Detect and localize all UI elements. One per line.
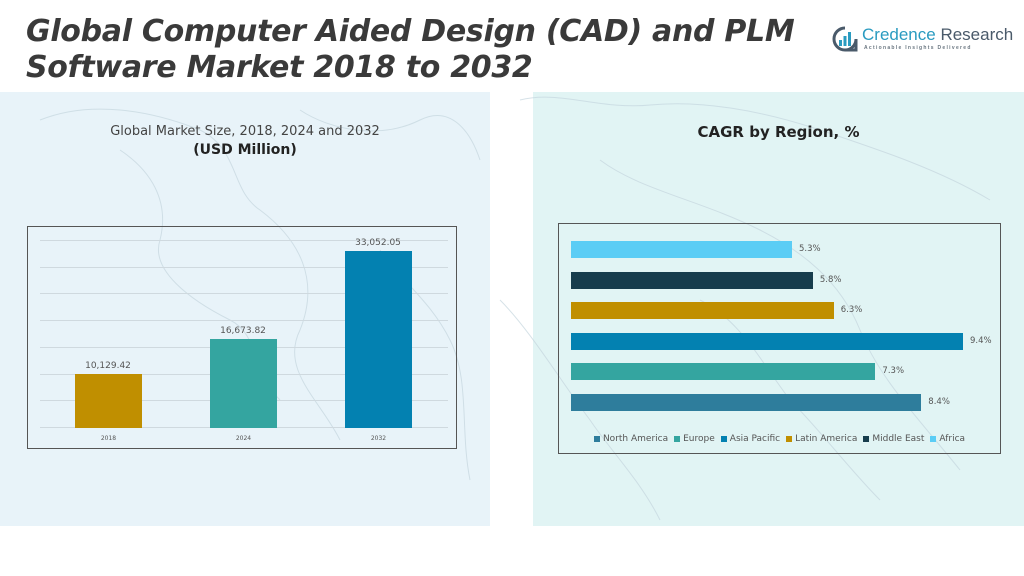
legend-swatch-icon [593, 435, 600, 442]
legend-item: North America [593, 434, 669, 444]
bar-value-label: 8.4% [928, 396, 950, 407]
bar-2032 [345, 251, 412, 428]
legend-item: Middle East [863, 434, 924, 444]
legend-label: Asia Pacific [729, 434, 781, 444]
bar-chart-in-circle-icon [832, 26, 858, 52]
legend-item: Asia Pacific [720, 434, 781, 444]
title-line-2: Software Market 2018 to 2032 [26, 50, 533, 85]
bar-value-label: 6.3% [840, 305, 863, 315]
x-axis-tick-label: 2018 [100, 435, 117, 442]
legend-label: Middle East [872, 434, 925, 444]
bar-value-label: 33,052.05 [355, 238, 401, 249]
bar-value-label: 5.3% [799, 244, 821, 254]
legend-swatch-icon [674, 435, 681, 442]
bar-africa [571, 241, 793, 258]
cagr-chart-title: CAGR by Region, % [697, 123, 860, 141]
chart-legend: North America Europe Asia Pacific Latin Ame… [559, 434, 1000, 444]
cagr-by-region-bar-chart: 5.3% 5.8% 6.3% 9.4% 7.3% 8.4% North America Eur… [558, 223, 1001, 454]
bar-value-label: 5.8% [819, 274, 842, 285]
legend-swatch-icon [930, 435, 937, 442]
legend-label: North America [602, 434, 669, 444]
market-size-subtitle: Global Market Size, 2018, 2024 and 2032 [110, 124, 380, 139]
bar-2018 [75, 373, 142, 428]
market-size-bar-chart: 10,129.42 2018 16,673.82 2024 33,052.05 2032 [27, 226, 457, 449]
bar-value-label: 9.4% [970, 335, 992, 346]
legend-item: Europe [674, 434, 715, 444]
x-axis-tick-label: 2024 [235, 435, 252, 442]
bar-north-america [571, 393, 922, 411]
logo-name: Credence Research [862, 25, 1014, 44]
legend-label: Latin America [795, 434, 858, 444]
bar-2024 [210, 338, 277, 428]
bar-value-label: 10,129.42 [85, 360, 131, 371]
credence-research-logo: Credence Research Actionable Insights De… [832, 24, 1014, 54]
logo-tagline: Actionable Insights Delivered [864, 45, 972, 51]
bar-asia-pacific [571, 332, 963, 350]
page-title: Global Computer Aided Design (CAD) and P… [26, 14, 795, 86]
legend-swatch-icon [786, 435, 793, 442]
bar-europe [571, 363, 876, 380]
legend-item: Latin America [786, 434, 857, 444]
bar-value-label: 7.3% [882, 366, 905, 376]
x-axis-tick-label: 2032 [370, 435, 387, 442]
legend-swatch-icon [863, 435, 870, 442]
legend-item: Africa [930, 434, 965, 444]
bar-latin-america [571, 302, 834, 319]
bar-middle-east [571, 271, 813, 289]
legend-swatch-icon [720, 435, 727, 442]
bar-value-label: 16,673.82 [220, 325, 266, 336]
title-line-1: Global Computer Aided Design (CAD) and P… [26, 14, 795, 49]
legend-label: Europe [683, 434, 715, 444]
legend-label: Africa [939, 434, 966, 444]
market-size-unit: (USD Million) [193, 142, 297, 158]
